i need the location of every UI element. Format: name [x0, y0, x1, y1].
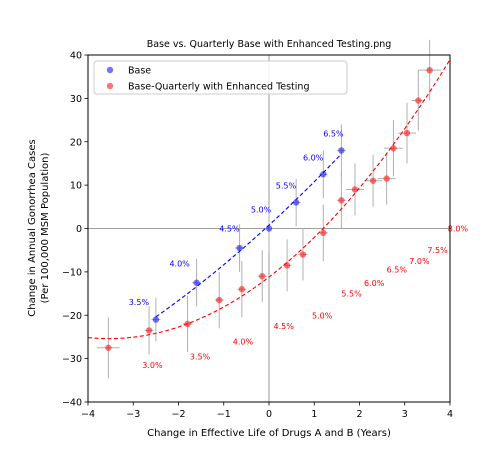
data-point [216, 296, 223, 304]
data-point [320, 171, 327, 178]
x-tick-label: 3 [402, 409, 408, 420]
data-point [292, 199, 300, 206]
y-tick-label: 0 [76, 224, 82, 235]
point-label: 5.0% [251, 205, 272, 214]
point-label: 3.0% [142, 361, 163, 370]
data-point [236, 244, 243, 252]
data-point [259, 273, 266, 280]
point-label: 3.5% [190, 352, 211, 361]
fit-line [155, 153, 342, 318]
x-tick-label: 1 [311, 409, 317, 420]
x-tick-label: 0 [266, 409, 272, 420]
point-label: 4.5% [219, 225, 240, 234]
x-axis-label: Change in Effective Life of Drugs A and … [147, 428, 391, 439]
legend-label: Base [128, 66, 151, 77]
data-point [383, 175, 390, 182]
data-point [390, 145, 397, 152]
x-tick-label: −4 [81, 409, 95, 420]
legend-marker [106, 66, 114, 74]
series-group: 3.0%3.5%4.0%4.5%5.0%5.5%6.0%6.5%7.0%7.5%… [88, 39, 469, 379]
legend-label: Base-Quarterly with Enhanced Testing [128, 82, 309, 93]
point-label: 6.5% [387, 266, 408, 275]
plot-area: 3.5%4.0%4.5%5.0%5.5%6.0%6.5%3.0%3.5%4.0%… [62, 39, 469, 420]
legend-box [93, 60, 348, 95]
data-point [299, 251, 307, 258]
data-point [193, 279, 200, 286]
y-tick-label: −20 [62, 311, 82, 322]
data-point [152, 316, 160, 323]
series-group: 3.5% 4.0% 4.5% 5.0% 5.5% 6.0% 6.5% [129, 124, 346, 342]
point-label: 5.5% [276, 182, 297, 191]
y-tick-label: 10 [70, 181, 82, 192]
point-label: 7.0% [409, 257, 430, 266]
data-point [426, 66, 433, 74]
data-point [283, 262, 291, 269]
data-point [351, 186, 359, 193]
x-tick-label: −2 [171, 409, 185, 420]
y-tick-label: 30 [70, 94, 82, 105]
point-label: 8.0% [448, 225, 469, 234]
data-point [338, 147, 345, 154]
point-label: 6.0% [364, 279, 385, 288]
legend: Base Base-Quarterly with Enhanced Testing [93, 60, 348, 95]
data-point [369, 177, 377, 184]
data-point [238, 286, 246, 293]
y-tick-label: −10 [62, 267, 82, 278]
y-axis-label-line1: Change in Annual Gonorrhea Cases [27, 139, 38, 316]
point-label: 7.5% [427, 246, 448, 255]
data-point [184, 320, 191, 328]
x-tick-label: −1 [217, 409, 231, 420]
fit-line [88, 59, 450, 340]
data-point [265, 225, 273, 232]
point-label: 3.5% [129, 298, 150, 307]
data-point [403, 129, 411, 137]
chart-title: Base vs. Quarterly Base with Enhanced Te… [147, 39, 392, 50]
point-label: 4.0% [169, 260, 190, 269]
data-point [105, 344, 112, 351]
data-point [338, 197, 345, 204]
point-label: 5.5% [341, 290, 362, 299]
point-label: 4.0% [233, 337, 254, 346]
legend-marker [106, 82, 114, 90]
data-point [320, 229, 327, 237]
y-tick-label: −40 [62, 398, 82, 409]
y-tick-label: −30 [62, 354, 82, 365]
point-label: 6.0% [303, 153, 324, 162]
data-point [145, 327, 153, 334]
x-tick-label: 4 [447, 409, 453, 420]
x-tick-label: −3 [126, 409, 140, 420]
data-point [415, 97, 422, 104]
point-label: 4.5% [274, 322, 295, 331]
y-tick-label: 20 [70, 137, 82, 148]
point-label: 6.5% [323, 130, 344, 139]
y-tick-label: 40 [70, 51, 82, 62]
y-axis-label-line2: (Per 100,000 MSM Population) [40, 153, 51, 304]
x-tick-label: 2 [356, 409, 362, 420]
point-label: 5.0% [312, 311, 333, 320]
